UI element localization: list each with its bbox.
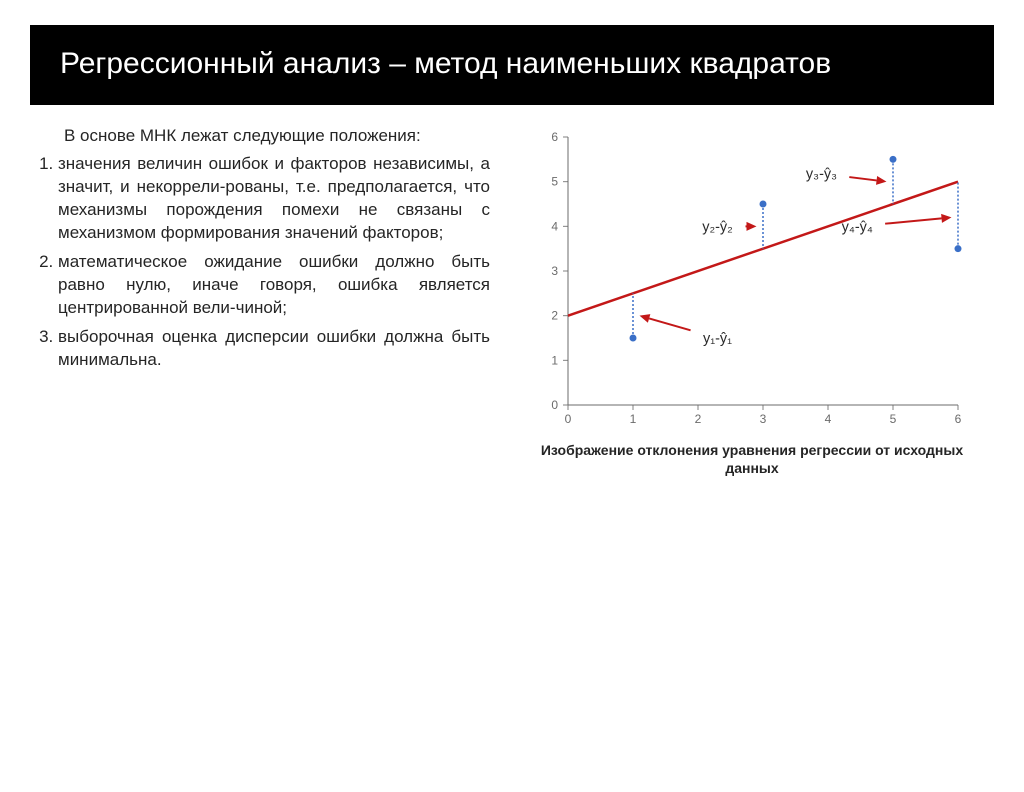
- chart-column: 0 1 2 3 4 5 6 0 1 2 3 4 5 6 y₁-ŷ₁ y₂-ŷ₂ y₃-ŷ₃ y₄-ŷ₄ Изобр…: [510, 125, 994, 477]
- chart-svg: 0 1 2 3 4 5 6 0 1 2 3 4 5 6 y₁-ŷ₁ y₂-ŷ₂ y₃-ŷ₃ y₄-ŷ₄: [532, 125, 972, 435]
- svg-text:6: 6: [955, 412, 962, 426]
- svg-text:1: 1: [551, 353, 558, 367]
- list-item: математическое ожидание ошибки должно бы…: [58, 251, 490, 320]
- list-item: значения величин ошибок и факторов незав…: [58, 153, 490, 245]
- slide-title: Регрессионный анализ – метод наименьших …: [30, 25, 994, 105]
- svg-text:3: 3: [551, 264, 558, 278]
- svg-text:4: 4: [551, 219, 558, 233]
- svg-text:5: 5: [890, 412, 897, 426]
- svg-text:4: 4: [825, 412, 832, 426]
- svg-text:2: 2: [551, 308, 558, 322]
- slide-body: В основе МНК лежат следующие положения: …: [30, 125, 994, 477]
- svg-text:2: 2: [695, 412, 702, 426]
- svg-text:y₄-ŷ₄: y₄-ŷ₄: [842, 219, 873, 235]
- regression-chart: 0 1 2 3 4 5 6 0 1 2 3 4 5 6 y₁-ŷ₁ y₂-ŷ₂ y₃-ŷ₃ y₄-ŷ₄ Изобр…: [532, 125, 972, 477]
- intro-text: В основе МНК лежат следующие положения:: [30, 125, 490, 148]
- svg-text:y₁-ŷ₁: y₁-ŷ₁: [703, 331, 732, 347]
- svg-text:3: 3: [760, 412, 767, 426]
- svg-text:0: 0: [551, 398, 558, 412]
- svg-text:0: 0: [565, 412, 572, 426]
- svg-text:5: 5: [551, 174, 558, 188]
- svg-text:y₂-ŷ₂: y₂-ŷ₂: [702, 219, 733, 235]
- assumption-list: значения величин ошибок и факторов незав…: [30, 153, 490, 371]
- text-column: В основе МНК лежат следующие положения: …: [30, 125, 490, 477]
- svg-text:6: 6: [551, 130, 558, 144]
- chart-caption: Изображение отклонения уравнения регресс…: [532, 441, 972, 477]
- list-item: выборочная оценка дисперсии ошибки должн…: [58, 326, 490, 372]
- svg-text:1: 1: [630, 412, 637, 426]
- svg-text:y₃-ŷ₃: y₃-ŷ₃: [806, 166, 837, 182]
